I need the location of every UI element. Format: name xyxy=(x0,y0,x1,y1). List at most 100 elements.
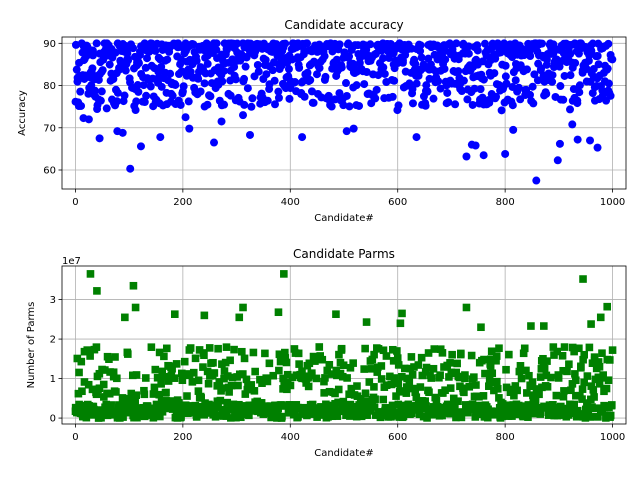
data-point xyxy=(149,413,158,422)
data-point xyxy=(147,343,156,351)
data-point xyxy=(594,358,603,366)
data-point xyxy=(540,364,549,373)
data-point xyxy=(425,388,433,396)
accuracy-frame xyxy=(61,36,627,190)
data-point xyxy=(485,98,494,107)
data-point xyxy=(131,397,139,406)
data-point xyxy=(586,413,595,421)
data-point xyxy=(290,345,299,353)
data-point xyxy=(575,81,584,90)
data-point xyxy=(495,404,504,412)
data-point xyxy=(443,400,452,409)
data-point xyxy=(226,356,234,365)
accuracy-title: Candidate accuracy xyxy=(284,18,403,32)
data-point xyxy=(294,413,302,421)
data-point xyxy=(604,39,613,48)
data-point xyxy=(140,390,149,399)
data-point xyxy=(352,81,361,90)
data-point xyxy=(598,349,606,357)
data-point xyxy=(311,404,320,412)
data-point xyxy=(238,347,246,356)
data-point xyxy=(261,349,269,358)
data-point xyxy=(230,345,238,354)
data-point xyxy=(281,354,290,362)
parms-offset-text: 1e7 xyxy=(62,256,81,267)
data-point xyxy=(605,356,614,364)
data-point xyxy=(164,404,172,413)
data-point xyxy=(339,361,348,370)
data-point xyxy=(321,374,329,382)
data-point xyxy=(593,143,602,152)
data-point xyxy=(492,356,500,365)
data-point xyxy=(495,344,503,353)
data-point xyxy=(75,404,84,413)
data-point xyxy=(422,81,431,90)
data-point xyxy=(318,355,327,364)
data-point xyxy=(324,413,332,421)
data-point xyxy=(411,388,420,397)
data-point xyxy=(372,85,381,94)
data-point xyxy=(222,412,231,420)
data-point xyxy=(205,344,214,352)
data-point xyxy=(217,117,226,126)
data-point xyxy=(394,361,403,369)
data-point xyxy=(388,92,397,101)
data-point xyxy=(441,55,450,64)
data-point xyxy=(587,46,596,55)
data-point xyxy=(602,384,611,393)
data-point xyxy=(206,92,215,101)
data-point xyxy=(485,375,494,384)
data-point xyxy=(140,98,149,107)
data-point xyxy=(303,39,312,48)
data-point xyxy=(233,39,242,48)
data-point xyxy=(162,388,170,397)
data-point xyxy=(608,401,616,409)
data-point xyxy=(286,381,295,390)
data-point xyxy=(129,44,138,53)
data-point xyxy=(513,386,521,395)
data-point xyxy=(407,353,416,361)
data-point xyxy=(575,344,583,353)
data-point xyxy=(126,164,135,173)
y-tick-label: 3 xyxy=(50,295,56,306)
data-point xyxy=(175,399,183,407)
data-point xyxy=(312,355,321,364)
data-point xyxy=(153,373,162,382)
data-point xyxy=(220,100,229,109)
data-point xyxy=(443,88,452,97)
x-tick-label: 0 xyxy=(72,432,78,443)
data-point xyxy=(230,402,238,410)
data-point xyxy=(342,79,351,88)
data-point xyxy=(121,313,129,322)
data-point xyxy=(411,59,420,68)
data-point xyxy=(155,348,164,357)
data-point xyxy=(227,381,236,390)
data-point xyxy=(194,376,203,385)
data-point xyxy=(525,408,533,417)
data-point xyxy=(527,322,535,330)
data-point xyxy=(445,405,454,414)
data-point xyxy=(299,403,308,412)
data-point xyxy=(178,376,187,385)
data-point xyxy=(295,63,304,72)
data-point xyxy=(332,366,341,375)
data-point xyxy=(298,133,307,142)
data-point xyxy=(483,413,492,422)
data-point xyxy=(132,391,141,400)
data-point xyxy=(228,373,237,382)
data-point xyxy=(429,94,438,103)
data-point xyxy=(402,389,411,397)
data-point xyxy=(377,362,386,370)
data-point xyxy=(119,413,127,421)
data-point xyxy=(566,105,575,114)
data-point xyxy=(113,97,122,106)
data-point xyxy=(382,352,391,360)
data-point xyxy=(394,400,403,409)
data-point xyxy=(552,391,561,400)
data-point xyxy=(312,70,321,79)
data-point xyxy=(247,102,256,111)
data-point xyxy=(402,383,411,391)
accuracy-xlabel: Candidate# xyxy=(314,213,374,224)
data-point xyxy=(90,86,99,95)
data-point xyxy=(274,308,283,317)
